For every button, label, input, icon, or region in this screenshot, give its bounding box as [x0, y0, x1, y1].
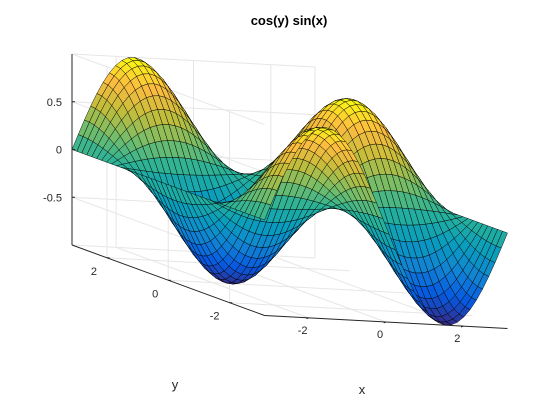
x-tick-label: 0 — [377, 329, 383, 341]
z-tick-label: 0 — [56, 145, 62, 157]
tick-labels: -2 0 2 -2 0 2 -0.5 0 0.5 — [43, 97, 464, 345]
y-axis-label: y — [172, 377, 179, 392]
y-tick-label: 2 — [91, 266, 97, 278]
z-tick-label: -0.5 — [43, 192, 62, 204]
chart-title: cos(y) sin(x) — [251, 13, 328, 28]
x-tick-mark-0 — [306, 317, 309, 320]
back-box-edge-2 — [71, 53, 316, 68]
x-tick-mark-2 — [460, 325, 464, 328]
x-tick-label: 2 — [454, 333, 460, 345]
surface-mesh — [71, 57, 508, 326]
x-tick-label: -2 — [298, 325, 308, 337]
surface-patch — [496, 230, 508, 249]
x-tick-mark-1 — [383, 321, 387, 324]
y-tick-label: 0 — [152, 288, 158, 300]
y-tick-label: -2 — [210, 311, 220, 323]
y-gridline-floor-1 — [168, 279, 412, 294]
z-tick-label: 0.5 — [47, 97, 62, 109]
x-axis-label: x — [359, 382, 366, 397]
